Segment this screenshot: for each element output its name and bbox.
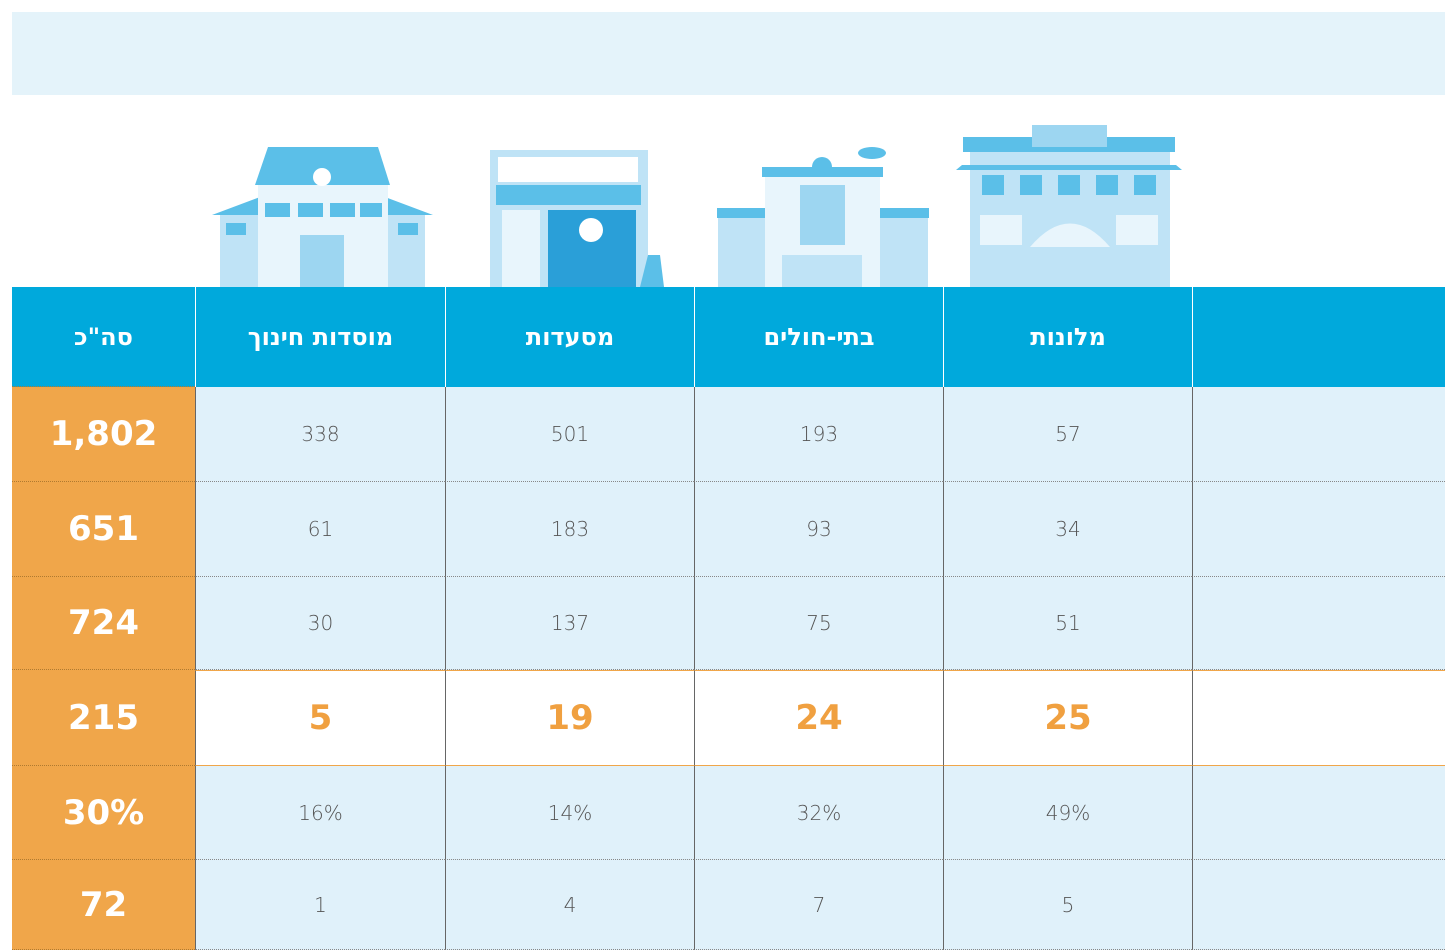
header-cell: בתי-חולים: [694, 287, 943, 387]
hotel-icon: [956, 125, 1182, 287]
header-cell: סה"כ: [12, 287, 195, 387]
header-cell: מלונות: [943, 287, 1192, 387]
hospital-icon: [717, 147, 929, 287]
value-cell: 5: [195, 670, 445, 766]
total-cell: 72: [12, 860, 195, 950]
value-cell: 32%: [694, 766, 943, 860]
building-icons: [0, 95, 1445, 287]
school-icon: [212, 147, 433, 287]
total-cell: 30%: [12, 766, 195, 860]
value-cell: 7: [694, 860, 943, 950]
value-cell: 4: [445, 860, 694, 950]
value-cell: 51: [943, 577, 1192, 670]
value-cell: 93: [694, 482, 943, 577]
value-cell: 49%: [943, 766, 1192, 860]
value-cell: 19: [445, 670, 694, 766]
value-cell: 5: [943, 860, 1192, 950]
total-cell: 724: [12, 577, 195, 670]
value-cell: 61: [195, 482, 445, 577]
value-cell: 338: [195, 387, 445, 482]
header-cell: [1192, 287, 1445, 387]
value-cell: 501: [445, 387, 694, 482]
total-cell: 215: [12, 670, 195, 766]
value-cell: 193: [694, 387, 943, 482]
row-label-cell: [1192, 860, 1445, 950]
value-cell: 30: [195, 577, 445, 670]
value-cell: 34: [943, 482, 1192, 577]
header-cell: מסעדות: [445, 287, 694, 387]
value-cell: 25: [943, 670, 1192, 766]
value-cell: 16%: [195, 766, 445, 860]
value-cell: 24: [694, 670, 943, 766]
page: מלונותבתי-חוליםמסעדותמוסדות חינוךסה"כ571…: [0, 0, 1445, 950]
row-label-cell: [1192, 766, 1445, 860]
header-cell: מוסדות חינוך: [195, 287, 445, 387]
value-cell: 137: [445, 577, 694, 670]
row-label-cell: [1192, 482, 1445, 577]
value-cell: 1: [195, 860, 445, 950]
top-band: [12, 12, 1445, 95]
row-label-cell: [1192, 670, 1445, 766]
total-cell: 651: [12, 482, 195, 577]
value-cell: 14%: [445, 766, 694, 860]
value-cell: 183: [445, 482, 694, 577]
value-cell: 75: [694, 577, 943, 670]
value-cell: 57: [943, 387, 1192, 482]
row-label-cell: [1192, 387, 1445, 482]
restaurant-icon: [490, 150, 664, 287]
total-cell: 1,802: [12, 387, 195, 482]
row-label-cell: [1192, 577, 1445, 670]
